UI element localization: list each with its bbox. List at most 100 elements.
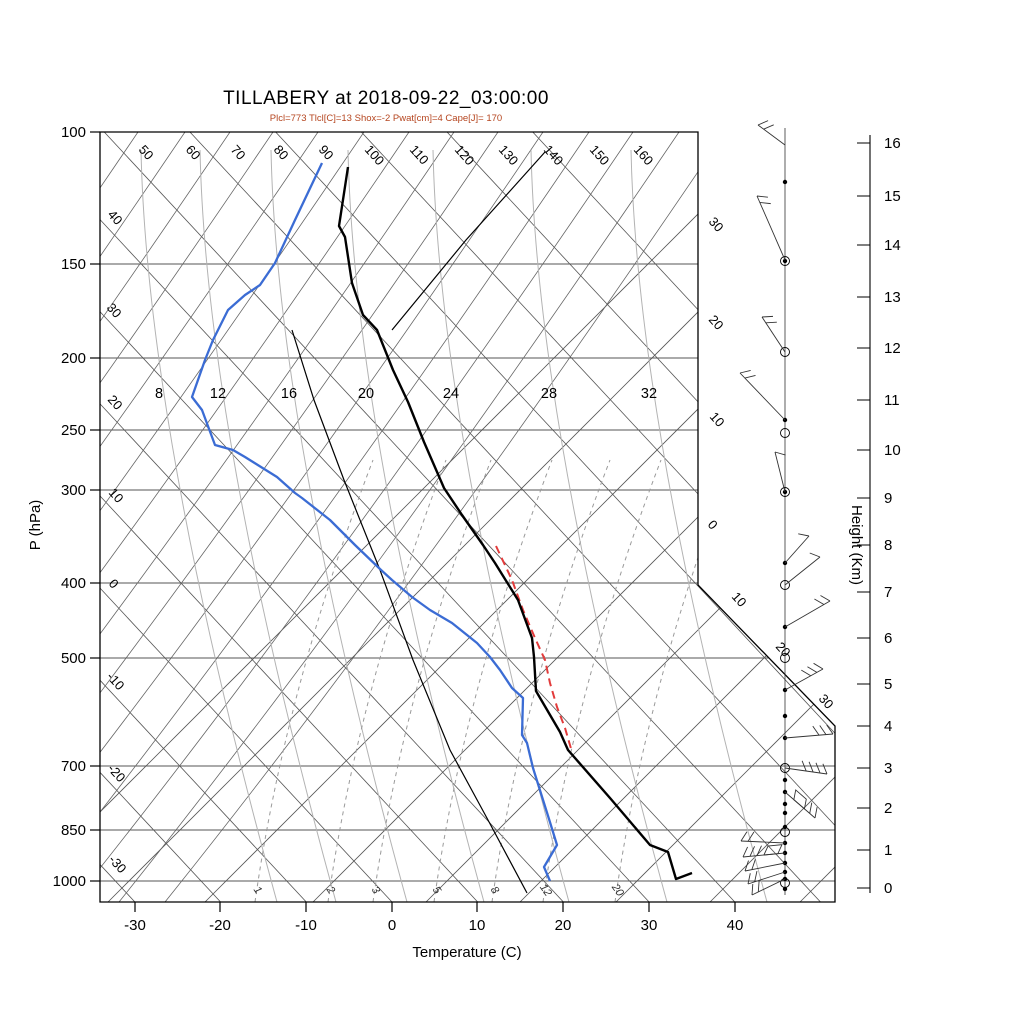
wind-barb-column	[739, 120, 834, 896]
grid-label: P (hPa)	[27, 500, 44, 551]
grid-label: 16	[884, 135, 901, 152]
isotherm-line	[100, 132, 307, 902]
mixing-ratio-3	[372, 459, 492, 902]
wind-level-circle	[780, 428, 790, 438]
grid-label: 120	[452, 142, 478, 168]
plot-frame	[99, 131, 836, 903]
dry-adiabat-lines	[100, 132, 726, 902]
grid-label: 15	[884, 188, 901, 205]
grid-label: 5	[884, 676, 892, 693]
grid-label: 20	[773, 639, 794, 660]
dry-adiabat-line	[100, 132, 455, 902]
wind-barb	[742, 844, 786, 858]
wind-barb	[747, 870, 786, 885]
grid-label: 850	[61, 822, 86, 839]
isotherm-line	[100, 132, 393, 902]
wind-level-dot	[782, 258, 788, 264]
isotherm-line	[189, 132, 835, 902]
grid-label: 20	[358, 386, 374, 402]
temperature-curve	[337, 166, 693, 881]
grid-label: 7	[884, 584, 892, 601]
mixing-ratio-5	[433, 459, 553, 902]
grid-label: 500	[61, 650, 86, 667]
dry-adiabat-line	[164, 132, 726, 902]
moist-adiabat-16	[270, 149, 408, 902]
grid-label: 12	[210, 386, 226, 402]
isotherm-line	[100, 132, 478, 902]
grid-label: 10	[469, 917, 486, 934]
dry-adiabat-line	[100, 132, 139, 902]
wind-barb	[784, 595, 831, 628]
grid-label: 11	[884, 392, 900, 409]
dry-adiabat-line	[100, 132, 410, 902]
moist-adiabat-32	[630, 149, 768, 902]
grid-label: 0	[884, 880, 892, 897]
grid-label: 20	[608, 881, 626, 899]
grid-label: 3	[884, 760, 892, 777]
grid-label: 28	[541, 386, 557, 402]
grid-label: 9	[884, 490, 892, 507]
grid-label: 110	[407, 142, 432, 167]
grid-label: 8	[488, 884, 502, 897]
sounding-curves	[190, 151, 693, 894]
wind-barb	[784, 662, 824, 691]
wind-barb	[774, 451, 786, 493]
grid-label: 5	[430, 884, 444, 897]
grid-label: 16	[281, 386, 297, 402]
grid-label: 30	[641, 917, 658, 934]
wind-level-dot	[782, 179, 788, 185]
wind-level-dot	[782, 810, 788, 816]
grid-label: 20	[555, 917, 572, 934]
wind-level-dot	[782, 713, 788, 719]
wind-level-dot	[782, 886, 788, 892]
grid-label: 1000	[53, 873, 86, 890]
dry-adiabat-line	[100, 132, 590, 902]
mixing-ratio-lines	[254, 459, 734, 902]
isotherm-line	[446, 132, 835, 902]
fortyfive-line	[615, 132, 835, 902]
wind-barb	[761, 315, 786, 353]
dry-adiabat-line	[100, 132, 634, 902]
aux-dry-adiabat-line	[391, 151, 546, 331]
grid-label: 10	[884, 442, 901, 459]
grid-label: 12	[884, 340, 901, 357]
wind-level-circle	[780, 487, 790, 497]
grid-label: 400	[61, 575, 86, 592]
grid-label: 32	[641, 386, 657, 402]
grid-label: 0	[388, 917, 396, 934]
wind-barb	[757, 120, 786, 146]
grid-label: 14	[884, 237, 901, 254]
grid-label: 100	[362, 142, 388, 168]
parcel-curve	[495, 545, 573, 753]
wind-level-circle	[780, 827, 790, 837]
grid-label: 300	[61, 482, 86, 499]
grid-label: 3	[369, 884, 383, 897]
grid-label: 70	[228, 142, 249, 163]
wind-barb	[784, 789, 818, 819]
moist-adiabat-12	[199, 149, 337, 902]
dry-adiabat-line	[100, 132, 499, 902]
mixing-ratio-2	[327, 459, 447, 902]
grid-label: 200	[61, 350, 86, 367]
grid-label: -10	[104, 669, 128, 693]
isotherm-line	[100, 132, 136, 902]
fortyfive-line	[107, 132, 835, 902]
wind-barb	[756, 195, 786, 261]
moist-adiabat-28	[530, 149, 668, 902]
fortyfive-lines	[100, 132, 835, 902]
wind-level-circle	[780, 256, 790, 266]
dry-adiabat-line	[100, 132, 274, 902]
wind-level-dot	[782, 777, 788, 783]
grid-label: 4	[884, 718, 892, 735]
grid-label: 1	[251, 884, 264, 896]
wind-barb	[784, 760, 828, 775]
grid-label: 6	[884, 630, 892, 647]
wind-barb	[744, 859, 786, 872]
grid-label: 24	[443, 386, 459, 402]
grid-label: 700	[61, 758, 86, 775]
dry-adiabat-line	[100, 132, 231, 902]
grid-label: 10	[707, 409, 728, 430]
